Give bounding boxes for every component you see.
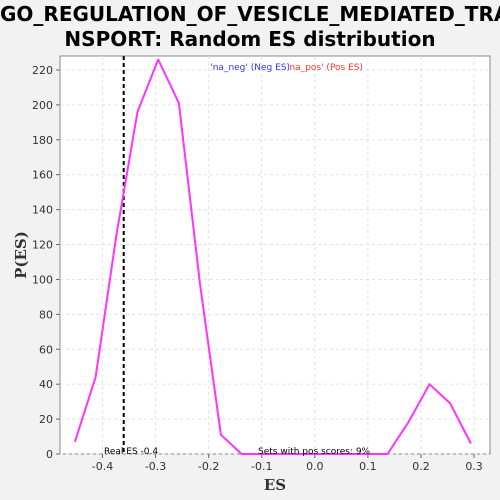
y-axis-ticks: 0 20 40 60 80 100 120 140 160 180 200 220 (32, 64, 60, 461)
pos-scores-annotation: Sets with pos scores: 9% (258, 447, 371, 457)
x-tick-label: 0.1 (359, 460, 377, 473)
legend-neg-es: 'na_neg' (Neg ES) (210, 63, 290, 73)
legend-pos-es: 'na_pos' (Pos ES) (287, 63, 363, 73)
chart-title-line-2: NSPORT: Random ES distribution (64, 27, 436, 51)
x-tick-label: -0.3 (145, 460, 166, 473)
y-tick-label: 20 (39, 413, 53, 426)
y-axis-label: P(ES) (12, 231, 30, 279)
real-es-annotation: Real ES -0.4 (104, 447, 158, 457)
chart-title: GO_REGULATION_OF_VESICLE_MEDIATED_TRA NS… (0, 2, 500, 52)
es-distribution-line (73, 58, 472, 455)
y-tick-label: 220 (32, 64, 53, 77)
y-tick-label: 80 (39, 308, 53, 321)
x-axis-ticks: -0.4 -0.3 -0.2 -0.1 0.0 0.1 0.2 0.3 (92, 454, 483, 473)
x-tick-label: 0.0 (306, 460, 324, 473)
y-tick-label: 40 (39, 378, 53, 391)
x-tick-label: -0.1 (251, 460, 272, 473)
y-tick-label: 180 (32, 134, 53, 147)
y-tick-label: 120 (32, 239, 53, 252)
x-axis-label: ES (264, 476, 286, 494)
y-tick-label: 60 (39, 343, 53, 356)
x-tick-label: 0.3 (465, 460, 483, 473)
y-tick-label: 100 (32, 273, 53, 286)
grid (60, 56, 490, 455)
plot-area (59, 55, 491, 455)
x-tick-label: -0.4 (92, 460, 113, 473)
chart-title-line-1: GO_REGULATION_OF_VESICLE_MEDIATED_TRA (0, 2, 500, 26)
series-layer (73, 58, 472, 455)
y-tick-label: 0 (46, 448, 53, 461)
y-tick-label: 160 (32, 169, 53, 182)
x-tick-label: -0.2 (198, 460, 219, 473)
y-tick-label: 140 (32, 204, 53, 217)
x-tick-label: 0.2 (412, 460, 430, 473)
y-tick-label: 200 (32, 99, 53, 112)
